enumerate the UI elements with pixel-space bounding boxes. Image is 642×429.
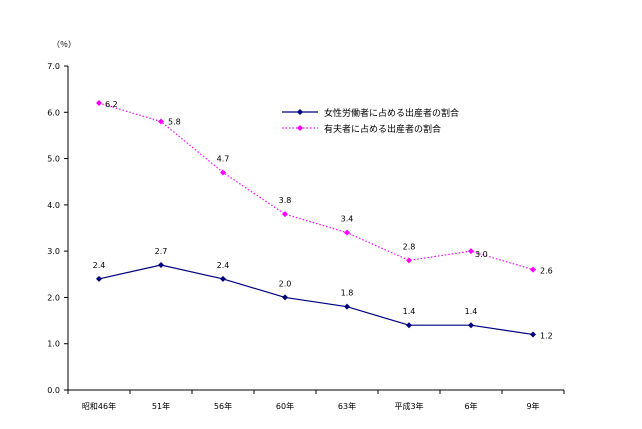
y-tick-label: 7.0: [47, 62, 60, 71]
series-group: 2.4 2.7 2.4 2.0 1.8 1.4 1.4 1.2 6.2 5.8 4.7 3.8 3.4 2…: [93, 100, 553, 340]
data-point: [158, 118, 164, 125]
data-label: 2.6: [540, 267, 553, 276]
x-category-label: 56年: [214, 401, 232, 411]
y-tick-label: 1.0: [47, 340, 60, 349]
data-point: [344, 229, 350, 236]
data-point: [96, 100, 102, 107]
x-category-label: 平成3年: [394, 401, 423, 411]
data-label: 4.7: [217, 154, 230, 163]
data-point: [96, 275, 102, 282]
data-label: 2.0: [279, 279, 292, 288]
data-point: [220, 275, 226, 282]
x-category-label: 昭和46年: [82, 401, 116, 411]
y-tick-label: 5.0: [47, 155, 60, 164]
x-category-label: 51年: [152, 401, 170, 411]
legend-label: 女性労働者に占める出産者の割合: [324, 107, 459, 119]
x-category-label: 63年: [338, 401, 356, 411]
x-category-label: 9年: [526, 401, 539, 411]
series-line-2: [98, 102, 534, 271]
data-point: [530, 266, 536, 273]
data-point: [468, 322, 474, 329]
y-tick-label: 3.0: [47, 247, 60, 256]
data-label: 2.4: [93, 261, 106, 270]
data-label: 1.4: [465, 307, 478, 316]
legend-marker: [297, 109, 303, 115]
data-label: 2.8: [403, 242, 416, 251]
data-label: 6.2: [105, 100, 118, 109]
x-category-label: 60年: [276, 401, 294, 411]
x-category-label: 6年: [464, 401, 477, 411]
series-line-1: [98, 264, 534, 336]
legend-marker: [297, 125, 303, 131]
data-label: 3.4: [341, 215, 354, 224]
data-point: [220, 169, 226, 176]
data-point: [406, 257, 412, 264]
x-axis-ticks: 昭和46年 51年 56年 60年 63年 平成3年 6年 9年: [67, 390, 565, 411]
data-label: 5.8: [168, 118, 181, 127]
y-axis-unit-label: （％）: [52, 40, 76, 49]
data-point: [468, 248, 474, 255]
data-point: [344, 303, 350, 310]
data-label: 1.4: [403, 307, 416, 316]
legend-label: 有夫者に占める出産者の割合: [324, 123, 441, 135]
data-point: [530, 331, 536, 338]
data-point: [282, 294, 288, 301]
data-label: 2.7: [155, 247, 168, 256]
y-tick-label: 6.0: [47, 108, 60, 117]
data-label: 1.2: [540, 331, 553, 340]
data-label: 3.0: [475, 250, 488, 259]
data-point: [406, 322, 412, 329]
data-label: 2.4: [217, 261, 230, 270]
data-point: [158, 262, 164, 269]
data-label: 1.8: [341, 289, 354, 298]
data-label: 3.8: [279, 196, 292, 205]
y-tick-label: 4.0: [47, 201, 60, 210]
data-point: [282, 211, 288, 218]
y-tick-label: 2.0: [47, 293, 60, 302]
y-tick-label: 0.0: [47, 386, 60, 395]
y-axis-ticks: 0.0 1.0 2.0 3.0 4.0 5.0 6.0 7.0: [47, 62, 68, 395]
